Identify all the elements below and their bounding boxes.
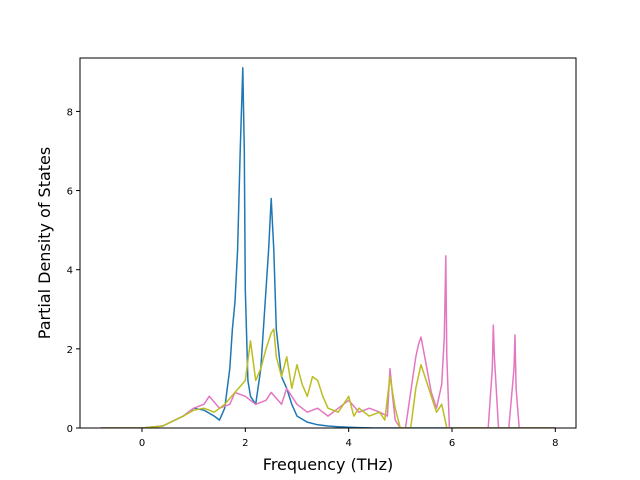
x-axis-label: Frequency (THz) [263, 455, 393, 474]
series-group [100, 67, 556, 428]
series-line-3 [100, 328, 556, 428]
x-tick-label: 0 [139, 438, 145, 449]
x-tick-label: 6 [449, 438, 455, 449]
y-axis-label: Partial Density of States [35, 147, 54, 339]
x-axis: 0 2 4 6 8 [139, 428, 559, 449]
x-tick-label: 4 [345, 438, 351, 449]
x-tick-label: 2 [242, 438, 248, 449]
series-line-1 [100, 67, 556, 428]
y-tick-label: 2 [67, 345, 73, 356]
y-tick-label: 8 [67, 107, 73, 118]
y-tick-label: 6 [67, 187, 73, 198]
plot-frame [79, 57, 577, 429]
y-tick-label: 0 [67, 424, 73, 435]
series-line-2 [100, 255, 556, 428]
y-axis: 0 2 4 6 8 [67, 107, 80, 435]
y-tick-label: 4 [67, 266, 73, 277]
x-tick-label: 8 [552, 438, 558, 449]
